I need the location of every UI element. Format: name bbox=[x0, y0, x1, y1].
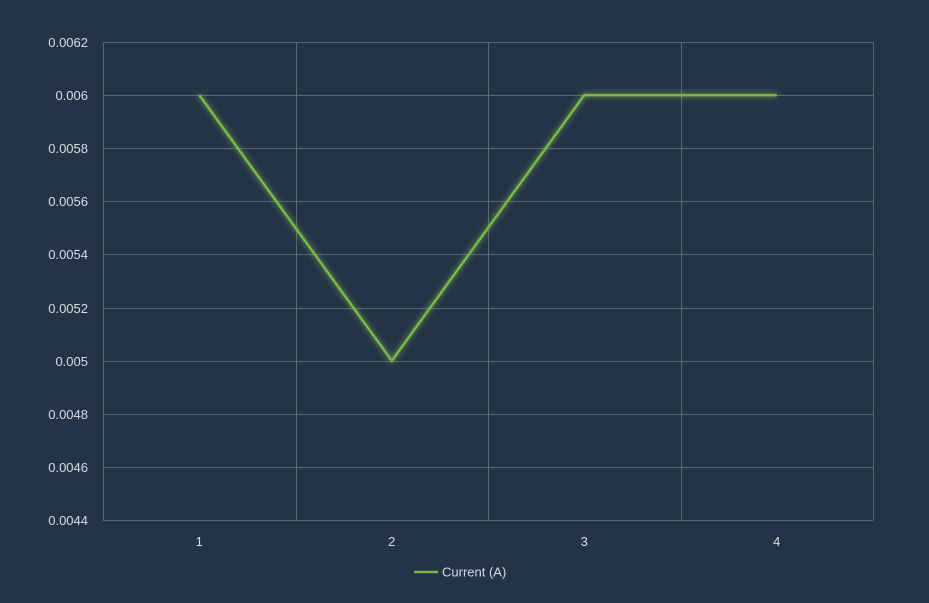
y-tick-label: 0.0044 bbox=[48, 513, 88, 528]
x-tick-label: 2 bbox=[388, 534, 395, 549]
y-tick-label: 0.0062 bbox=[48, 35, 88, 50]
x-tick-label: 4 bbox=[773, 534, 780, 549]
y-tick-label: 0.0054 bbox=[48, 247, 88, 262]
y-tick-label: 0.0058 bbox=[48, 141, 88, 156]
y-tick-label: 0.0056 bbox=[48, 194, 88, 209]
x-tick-label: 1 bbox=[196, 534, 203, 549]
y-tick-label: 0.006 bbox=[55, 88, 88, 103]
legend: Current (A) bbox=[414, 565, 506, 580]
y-tick-label: 0.005 bbox=[55, 354, 88, 369]
series-line bbox=[198, 93, 777, 363]
x-axis-tick-labels: 1 2 3 4 bbox=[196, 534, 781, 549]
y-axis-tick-labels: 0.0062 0.006 0.0058 0.0056 0.0054 0.0052 0.005… bbox=[48, 35, 88, 528]
gridlines bbox=[103, 42, 874, 521]
y-tick-label: 0.0048 bbox=[48, 407, 88, 422]
legend-label: Current (A) bbox=[442, 565, 506, 580]
y-tick-label: 0.0052 bbox=[48, 301, 88, 316]
series-lines bbox=[198, 93, 777, 363]
x-tick-label: 3 bbox=[581, 534, 588, 549]
y-tick-label: 0.0046 bbox=[48, 460, 88, 475]
